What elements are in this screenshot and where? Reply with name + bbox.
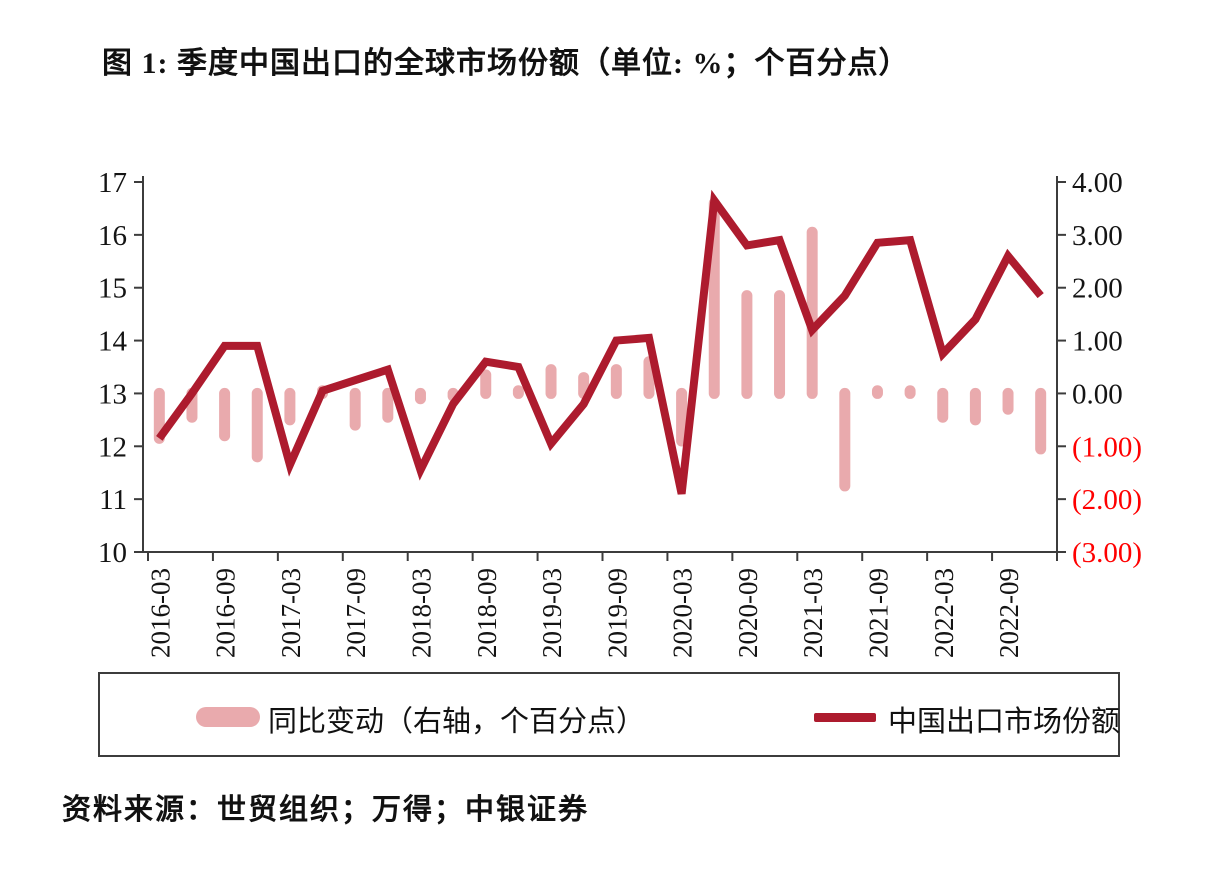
right-axis-label: 0.00 bbox=[1072, 378, 1123, 410]
line-series-swatch-icon bbox=[814, 713, 876, 722]
right-axis-label: 1.00 bbox=[1072, 326, 1123, 358]
x-axis-label: 2022-03 bbox=[929, 568, 959, 658]
line-export-share bbox=[156, 189, 1044, 495]
left-axis-label: 15 bbox=[98, 273, 127, 305]
left-axis-label: 17 bbox=[98, 167, 127, 199]
x-axis-label: 2018-03 bbox=[406, 568, 436, 658]
line-series bbox=[156, 189, 1044, 495]
x-axis-label: 2016-03 bbox=[145, 568, 175, 658]
chart-title: 图 1: 季度中国出口的全球市场份额（单位: %；个百分点） bbox=[102, 47, 910, 80]
legend-bar-label: 同比变动（右轴，个百分点） bbox=[268, 706, 646, 738]
right-axis-label: 4.00 bbox=[1072, 167, 1123, 199]
right-axis-label: (3.00) bbox=[1072, 537, 1142, 569]
left-axis-label: 14 bbox=[98, 326, 128, 358]
x-axis-label: 2019-09 bbox=[602, 568, 632, 658]
x-axis-label: 2019-03 bbox=[537, 568, 567, 658]
right-axis-label: 3.00 bbox=[1072, 220, 1123, 252]
right-axis-label: 2.00 bbox=[1072, 273, 1123, 305]
left-axis-label: 16 bbox=[98, 220, 127, 252]
x-axis-label: 2020-09 bbox=[733, 568, 763, 658]
left-axis-label: 10 bbox=[98, 537, 127, 569]
legend: 同比变动（右轴，个百分点） 中国出口市场份额 bbox=[98, 672, 1120, 757]
x-axis-label: 2018-09 bbox=[472, 568, 502, 658]
legend-line-label: 中国出口市场份额 bbox=[888, 706, 1121, 738]
source-note: 资料来源：世贸组织；万得；中银证券 bbox=[62, 794, 590, 826]
x-axis-label: 2016-09 bbox=[211, 568, 241, 658]
x-axis-ticks: 2016-03 2016-09 2017-03 2017-09 2018-03 2018-… bbox=[145, 552, 1058, 658]
x-axis-label: 2021-09 bbox=[863, 568, 893, 658]
axes bbox=[142, 176, 1058, 553]
right-axis-ticks: 4.00 3.00 2.00 1.00 0.00 (1.00) (2.00) (3.00) bbox=[1057, 167, 1142, 569]
x-axis-label: 2017-09 bbox=[341, 568, 371, 658]
left-axis-label: 13 bbox=[98, 378, 127, 410]
left-axis-label: 12 bbox=[98, 431, 127, 463]
right-axis-label: (1.00) bbox=[1072, 431, 1142, 463]
x-axis-label: 2022-09 bbox=[994, 568, 1024, 658]
bars-series bbox=[153, 197, 1047, 492]
x-axis-label: 2020-03 bbox=[668, 568, 698, 658]
bar-series-swatch-icon bbox=[196, 707, 260, 727]
left-axis-label: 11 bbox=[99, 484, 127, 516]
x-axis-label: 2017-03 bbox=[276, 568, 306, 658]
right-axis-label: (2.00) bbox=[1072, 484, 1142, 516]
x-axis-label: 2021-03 bbox=[798, 568, 828, 658]
left-axis-ticks: 17 16 15 14 13 12 11 10 bbox=[98, 167, 143, 569]
